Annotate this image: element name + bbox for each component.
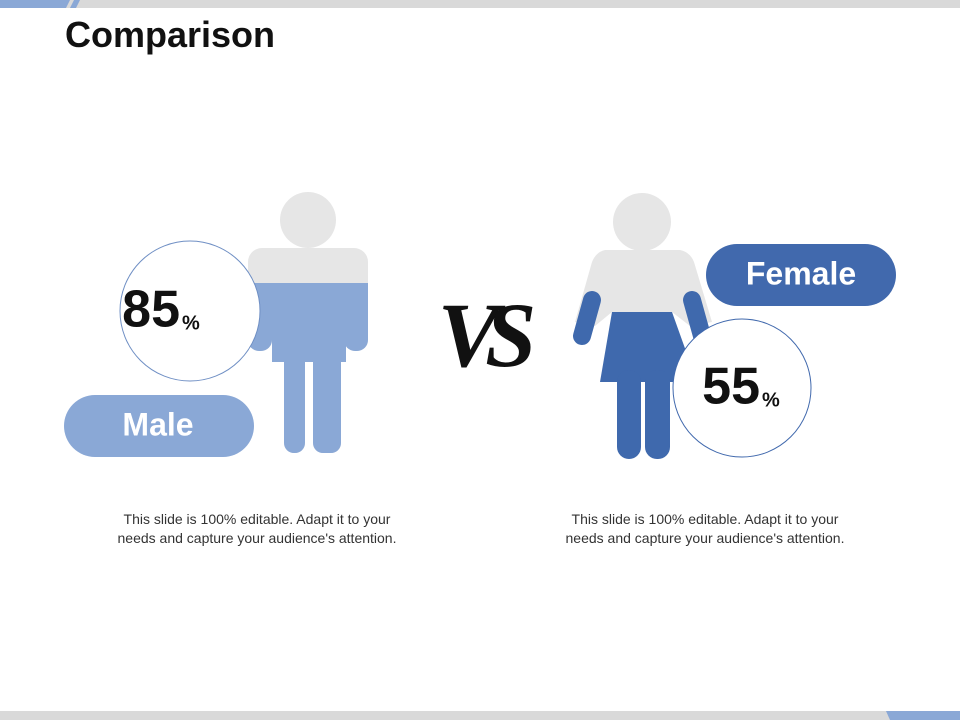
vs-mark: VS xyxy=(438,284,533,386)
top-accent xyxy=(70,0,80,8)
top-bar xyxy=(0,0,960,8)
top-accent xyxy=(0,0,70,8)
percent-unit: % xyxy=(762,389,780,411)
bottom-bar xyxy=(0,711,960,720)
female-icon xyxy=(573,193,712,459)
male-icon xyxy=(248,192,368,453)
label-pill xyxy=(64,395,254,457)
label: Male xyxy=(122,406,193,442)
description: This slide is 100% editable. Adapt it to… xyxy=(117,511,397,546)
description: This slide is 100% editable. Adapt it to… xyxy=(565,511,845,546)
percent-value: 85 xyxy=(122,281,180,339)
label: Female xyxy=(746,255,856,291)
percent-value: 55 xyxy=(702,358,760,416)
percent-circle xyxy=(119,240,261,382)
percent-unit: % xyxy=(182,312,200,334)
label-pill xyxy=(706,244,896,306)
percent-circle xyxy=(672,318,812,458)
title: Comparison xyxy=(65,14,275,55)
bottom-accent xyxy=(886,711,960,720)
